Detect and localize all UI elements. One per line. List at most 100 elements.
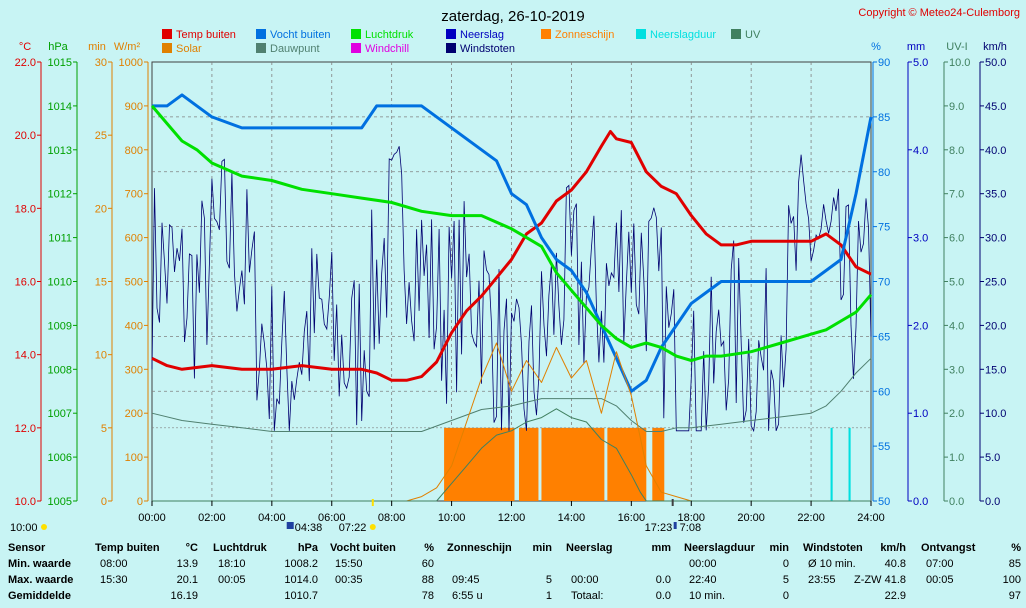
- wind-tick-label: 45.0: [985, 101, 1006, 113]
- legend-label: Neerslagduur: [650, 29, 716, 41]
- summary-header: Neerslagduur: [684, 542, 755, 554]
- pressure-tick-label: 1007: [48, 408, 72, 420]
- summary-time: 15:50: [335, 558, 363, 570]
- summary-value: 20.1: [176, 574, 198, 586]
- summary-header: Ontvangst: [921, 542, 976, 554]
- legend-swatch: [446, 43, 456, 53]
- start-time: 10:00: [10, 522, 38, 534]
- summary-value: 5: [545, 574, 552, 586]
- legend-swatch: [162, 43, 172, 53]
- humidity-tick-label: 80: [878, 167, 890, 179]
- humidity-tick-label: 55: [878, 441, 890, 453]
- summary-value: 1010.7: [284, 590, 318, 602]
- summary-row-label: Max. waarde: [8, 574, 74, 586]
- summary-header-unit: °C: [185, 542, 198, 554]
- pressure-tick-label: 1011: [48, 233, 72, 245]
- temp-tick-label: 22.0: [15, 57, 36, 69]
- series-vocht-buiten: [152, 93, 873, 393]
- x-tick-label: 24:00: [857, 512, 885, 524]
- sunshine-bar: [541, 427, 605, 501]
- x-tick-label: 16:00: [618, 512, 646, 524]
- legend-swatch: [256, 43, 266, 53]
- solar-tick-label: 200: [125, 408, 143, 420]
- moonrise-time: 04:38: [295, 522, 323, 534]
- legend: Temp buiten Vocht buiten Luchtdruk Neerslag…: [162, 29, 761, 55]
- legend-swatch: [351, 29, 361, 39]
- pressure-tick-label: 1006: [48, 452, 72, 464]
- summary-value: 0.0: [655, 590, 671, 602]
- raindur-bar: [830, 427, 833, 501]
- solar-tick-label: 600: [125, 233, 143, 245]
- summary-value: 1008.2: [284, 558, 318, 570]
- summary-value: 22.9: [884, 590, 906, 602]
- summary-value: 97: [1008, 590, 1021, 602]
- humidity-tick-label: 60: [878, 386, 890, 398]
- summary-value: 60: [421, 558, 434, 570]
- summary-header-unit: %: [1011, 542, 1021, 554]
- legend-swatch: [256, 29, 266, 39]
- solar-tick-label: 300: [125, 364, 143, 376]
- uv-tick-label: 0.0: [949, 496, 964, 508]
- summary-time: 00:00: [571, 574, 599, 586]
- uv-tick-label: 4.0: [949, 320, 964, 332]
- pressure-tick-label: 1013: [48, 145, 72, 157]
- uv-tick-label: 3.0: [949, 364, 964, 376]
- sunshine-bar: [652, 427, 665, 501]
- summary-header: Sensor: [8, 542, 46, 554]
- copyright: Copyright © Meteo24-Culemborg: [858, 7, 1020, 19]
- summary-value: 0: [782, 558, 789, 570]
- summary-time: 00:05: [218, 574, 246, 586]
- legend-label: UV: [745, 29, 761, 41]
- humidity-unit: %: [871, 41, 881, 53]
- summary-value: 1: [545, 590, 552, 602]
- rain-tick-label: 0.0: [913, 496, 928, 508]
- sunshine-bar: [518, 427, 539, 501]
- series-temp-buiten: [151, 130, 872, 382]
- summary-value: 100: [1002, 574, 1021, 586]
- x-tick-label: 14:00: [558, 512, 586, 524]
- x-tick-label: 06:00: [318, 512, 346, 524]
- sunrise-time: 07:22: [339, 522, 367, 534]
- summary-time: 09:45: [452, 574, 480, 586]
- sunmin-tick-label: 0: [101, 496, 107, 508]
- pressure-tick-label: 1015: [48, 57, 72, 69]
- humidity-tick-label: 90: [878, 57, 890, 69]
- summary-time: 18:10: [218, 558, 246, 570]
- summary-value: 0.0: [655, 574, 671, 586]
- moon-icon: [286, 522, 294, 529]
- wind-tick-label: 10.0: [985, 408, 1006, 420]
- uv-tick-label: 7.0: [949, 189, 964, 201]
- series-uv: [152, 408, 871, 502]
- wind-tick-label: 20.0: [985, 320, 1006, 332]
- summary-header-unit: mm: [651, 542, 671, 554]
- legend-label: Temp buiten: [176, 29, 236, 41]
- wind-tick-label: 15.0: [985, 364, 1006, 376]
- moonset-time: 7:08: [680, 522, 701, 534]
- sunshine-bar: [444, 427, 515, 501]
- humidity-tick-label: 50: [878, 496, 890, 508]
- summary-time: 6:55 u: [452, 590, 483, 602]
- summary-time: 10 min.: [689, 590, 726, 602]
- series-luchtdruk: [150, 104, 873, 362]
- wind-tick-label: 40.0: [985, 145, 1006, 157]
- temp-tick-label: 20.0: [15, 130, 36, 142]
- legend-label: Vocht buiten: [270, 29, 331, 41]
- summary-value: 85: [1008, 558, 1021, 570]
- humidity-tick-label: 75: [878, 222, 890, 234]
- series-solar: [152, 342, 871, 502]
- rain-tick-label: 4.0: [913, 145, 928, 157]
- x-tick-label: 04:00: [258, 512, 286, 524]
- wind-tick-label: 50.0: [985, 57, 1006, 69]
- sunset-time: 17:23: [645, 522, 673, 534]
- summary-header: Neerslag: [566, 542, 613, 554]
- pressure-tick-label: 1009: [48, 320, 72, 332]
- uv-tick-label: 9.0: [949, 101, 964, 113]
- pressure-unit: hPa: [48, 41, 68, 53]
- summary-value: 16.19: [170, 590, 198, 602]
- summary-value: 88: [421, 574, 434, 586]
- sunmin-unit: min: [88, 41, 106, 53]
- legend-label: Windchill: [365, 43, 409, 55]
- legend-label: Windstoten: [460, 43, 515, 55]
- solar-tick-label: 700: [125, 189, 143, 201]
- summary-table: Sensor Temp buiten °C Luchtdruk hPa Vocht bui…: [0, 538, 1026, 608]
